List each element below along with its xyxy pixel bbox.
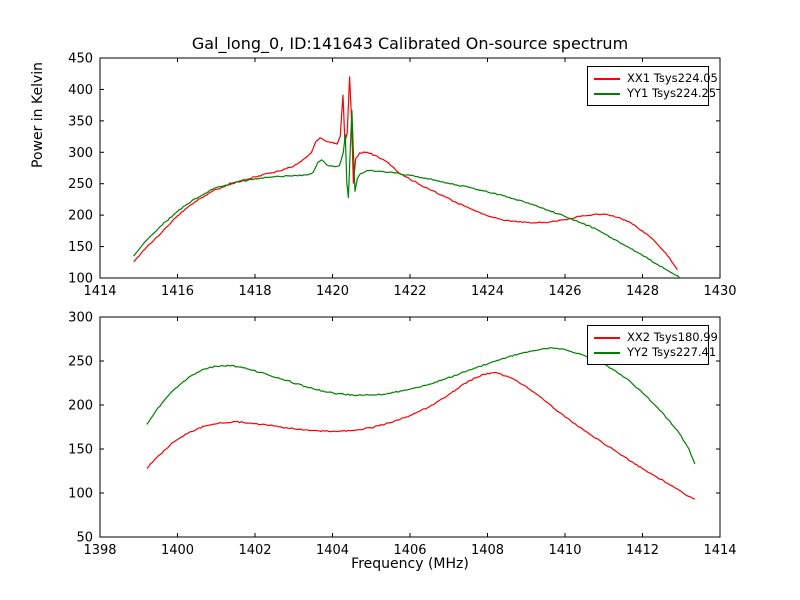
series-line-yy1 xyxy=(133,109,680,278)
x-tick-label: 1400 xyxy=(161,543,194,558)
legend-entry-yy2: YY2 Tsys227.41 xyxy=(594,345,716,360)
legend-bottom-plot: XX2 Tsys180.99 YY2 Tsys227.41 xyxy=(587,325,718,365)
legend-label-xx1: XX1 Tsys224.05 xyxy=(627,71,718,85)
y-tick-label: 150 xyxy=(68,443,93,458)
figure-title: Gal_long_0, ID:141643 Calibrated On-sour… xyxy=(191,34,629,53)
y-tick-label: 300 xyxy=(68,146,93,161)
legend-line-swatch-xx2 xyxy=(594,336,620,339)
y-tick-label: 100 xyxy=(68,487,93,502)
x-tick-label: 1422 xyxy=(393,284,426,299)
y-tick-label: 250 xyxy=(68,355,93,370)
x-tick-label: 1414 xyxy=(83,284,116,299)
x-tick-label: 1408 xyxy=(471,543,504,558)
y-tick-label: 50 xyxy=(76,531,93,546)
x-tick-label: 1402 xyxy=(238,543,271,558)
x-tick-label: 1398 xyxy=(83,543,116,558)
y-tick-label: 200 xyxy=(68,399,93,414)
x-axis-label-bottom: Frequency (MHz) xyxy=(351,556,469,572)
x-tick-label: 1412 xyxy=(626,543,659,558)
x-tick-label: 1414 xyxy=(703,543,736,558)
y-tick-label: 100 xyxy=(68,272,93,287)
legend-label-yy2: YY2 Tsys227.41 xyxy=(627,345,717,359)
legend-line-swatch-yy1 xyxy=(594,92,620,95)
legend-line-swatch-yy2 xyxy=(594,351,620,354)
y-tick-label: 300 xyxy=(68,311,93,326)
x-tick-label: 1418 xyxy=(238,284,271,299)
legend-entry-xx2: XX2 Tsys180.99 xyxy=(594,330,718,345)
y-tick-label: 250 xyxy=(68,177,93,192)
x-tick-label: 1424 xyxy=(471,284,504,299)
x-tick-label: 1420 xyxy=(316,284,349,299)
y-tick-label: 150 xyxy=(68,240,93,255)
series-line-yy2 xyxy=(146,347,696,465)
legend-label-yy1: YY1 Tsys224.25 xyxy=(627,86,717,100)
x-tick-label: 1430 xyxy=(703,284,736,299)
legend-entry-yy1: YY1 Tsys224.25 xyxy=(594,86,716,101)
x-tick-label: 1428 xyxy=(626,284,659,299)
y-tick-label: 350 xyxy=(68,114,93,129)
legend-top-plot: XX1 Tsys224.05 YY1 Tsys224.25 xyxy=(587,66,718,106)
y-tick-label: 450 xyxy=(68,52,93,67)
x-tick-label: 1426 xyxy=(548,284,581,299)
legend-entry-xx1: XX1 Tsys224.05 xyxy=(594,71,718,86)
legend-label-xx2: XX2 Tsys180.99 xyxy=(627,330,718,344)
x-tick-label: 1404 xyxy=(316,543,349,558)
y-tick-label: 200 xyxy=(68,209,93,224)
x-tick-label: 1406 xyxy=(393,543,426,558)
x-tick-label: 1416 xyxy=(161,284,194,299)
y-tick-label: 400 xyxy=(68,83,93,98)
x-tick-label: 1410 xyxy=(548,543,581,558)
legend-line-swatch-xx1 xyxy=(594,77,620,80)
series-line-xx2 xyxy=(146,371,696,500)
